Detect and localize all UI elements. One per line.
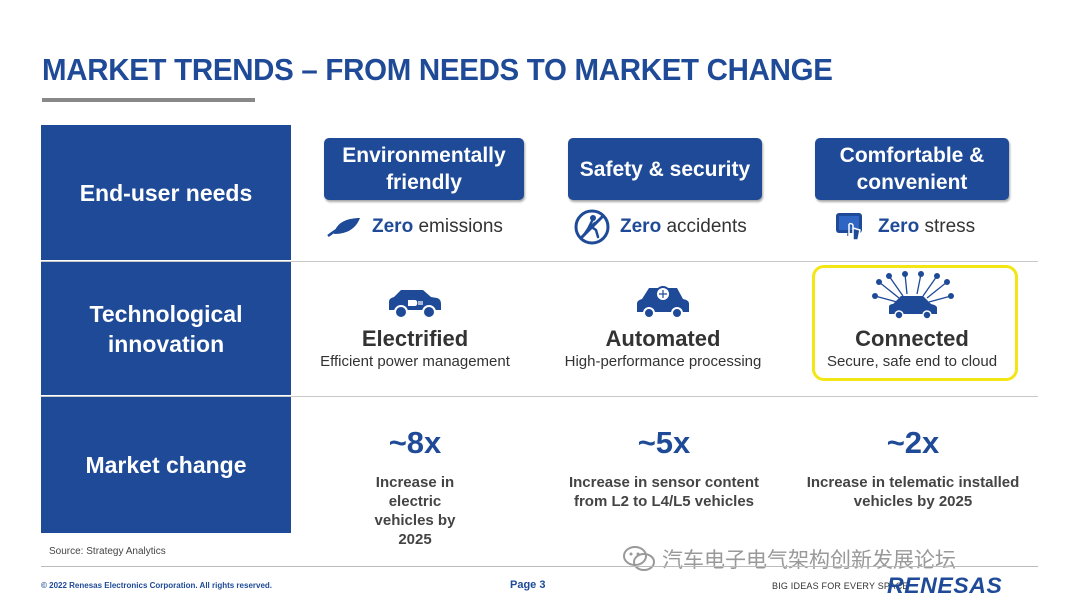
tech-subtitle: High-performance processing <box>564 353 762 370</box>
need-box-environment: Environmentally friendly <box>324 138 524 200</box>
connected-highlight-frame <box>812 265 1018 381</box>
connected-car-icon <box>872 271 954 320</box>
need-zero-emissions: Zero emissions <box>326 215 503 239</box>
tech-title: Electrified <box>361 326 469 351</box>
footer-divider <box>41 566 1038 567</box>
need-box-comfort: Comfortable & convenient <box>815 138 1009 200</box>
row-label-tech: Technological innovation <box>41 262 291 395</box>
wechat-icon <box>623 546 655 571</box>
need-box-safety: Safety & security <box>568 138 762 200</box>
slide-title: MARKET TRENDS – FROM NEEDS TO MARKET CHA… <box>42 52 833 87</box>
row-divider <box>41 261 1038 262</box>
tech-subtitle: Secure, safe end to cloud <box>826 353 998 370</box>
tech-connected: Connected Secure, safe end to cloud <box>792 270 1032 372</box>
title-underline <box>42 98 255 102</box>
need-suffix: accidents <box>661 216 747 237</box>
need-zero-label: Zero <box>620 216 662 237</box>
touch-screen-icon <box>836 213 862 241</box>
autonomous-car-icon <box>637 286 689 319</box>
need-zero-accidents: Zero accidents <box>574 209 747 245</box>
market-description: Increase in electric vehicles by 2025 <box>374 474 456 548</box>
market-sensor: ~5x Increase in sensor content from L2 t… <box>539 426 789 511</box>
need-zero-label: Zero <box>878 216 920 237</box>
need-zero-stress: Zero stress <box>834 213 976 241</box>
electric-car-icon <box>389 290 441 319</box>
row-divider <box>41 396 1038 397</box>
tech-automated: Automated High-performance processing <box>543 280 783 372</box>
market-description: Increase in telematic installed vehicles… <box>806 474 1020 510</box>
page-number: Page 3 <box>510 579 546 591</box>
copyright: © 2022 Renesas Electronics Corporation. … <box>41 581 273 590</box>
tech-title: Connected <box>855 326 969 351</box>
watermark: 汽车电子电气架构创新发展论坛 <box>622 544 956 574</box>
tech-electrified: Electrified Efficient power management <box>295 286 535 372</box>
market-value: ~2x <box>886 425 940 460</box>
need-suffix: stress <box>919 216 976 237</box>
market-description: Increase in sensor content from L2 to L4… <box>568 474 760 510</box>
leaf-icon <box>327 218 360 238</box>
tagline: BIG IDEAS FOR EVERY SPACE <box>772 581 909 591</box>
tech-subtitle: Efficient power management <box>320 353 510 370</box>
market-telematic: ~2x Increase in telematic installed vehi… <box>788 426 1038 511</box>
row-label-needs: End-user needs <box>41 125 291 260</box>
watermark-text: 汽车电子电气架构创新发展论坛 <box>662 548 956 572</box>
market-value: ~5x <box>637 425 691 460</box>
row-label-market: Market change <box>41 397 291 533</box>
need-suffix: emissions <box>413 216 503 237</box>
need-zero-label: Zero <box>372 216 414 237</box>
renesas-logo: RENESAS <box>887 573 1003 598</box>
market-value: ~8x <box>388 425 442 460</box>
tech-title: Automated <box>605 326 721 351</box>
market-electric: ~8x Increase in electric vehicles by 202… <box>290 426 540 549</box>
shield-walk-icon <box>574 209 610 245</box>
source-note: Source: Strategy Analytics <box>49 546 166 557</box>
